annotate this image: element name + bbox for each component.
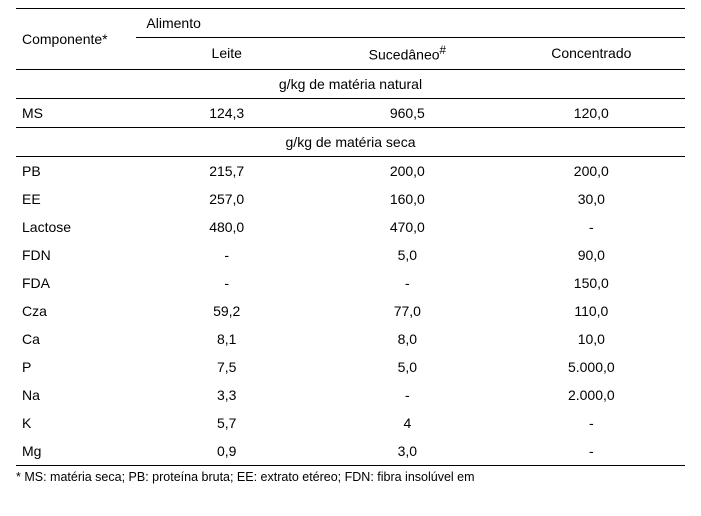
table-row: P7,55,05.000,0 xyxy=(16,353,685,381)
cell-concentrado: 200,0 xyxy=(498,156,685,185)
cell-componente: MS xyxy=(16,98,136,127)
section-natural: g/kg de matéria natural xyxy=(16,69,685,98)
cell-leite: 3,3 xyxy=(136,381,317,409)
table-row: PB215,7200,0200,0 xyxy=(16,156,685,185)
cell-concentrado: 5.000,0 xyxy=(498,353,685,381)
table-row: FDA--150,0 xyxy=(16,269,685,297)
cell-sucedaneo: 5,0 xyxy=(317,241,498,269)
cell-sucedaneo: 960,5 xyxy=(317,98,498,127)
cell-componente: Cza xyxy=(16,297,136,325)
table-row: Mg0,93,0- xyxy=(16,437,685,465)
cell-leite: - xyxy=(136,241,317,269)
header-leite: Leite xyxy=(136,38,317,70)
cell-sucedaneo: 3,0 xyxy=(317,437,498,465)
header-sucedaneo-text: Sucedâneo xyxy=(369,47,440,63)
section-seca-label: g/kg de matéria seca xyxy=(16,127,685,156)
table-row: MS124,3960,5120,0 xyxy=(16,98,685,127)
cell-leite: 59,2 xyxy=(136,297,317,325)
cell-leite: 215,7 xyxy=(136,156,317,185)
cell-concentrado: - xyxy=(498,409,685,437)
cell-componente: FDA xyxy=(16,269,136,297)
cell-componente: Mg xyxy=(16,437,136,465)
cell-leite: 124,3 xyxy=(136,98,317,127)
section-seca: g/kg de matéria seca xyxy=(16,127,685,156)
cell-sucedaneo: - xyxy=(317,269,498,297)
cell-leite: 7,5 xyxy=(136,353,317,381)
cell-concentrado: 30,0 xyxy=(498,185,685,213)
cell-leite: 0,9 xyxy=(136,437,317,465)
cell-sucedaneo: 5,0 xyxy=(317,353,498,381)
table-row: Cza59,277,0110,0 xyxy=(16,297,685,325)
cell-concentrado: 110,0 xyxy=(498,297,685,325)
cell-componente: Ca xyxy=(16,325,136,353)
cell-leite: 257,0 xyxy=(136,185,317,213)
cell-sucedaneo: - xyxy=(317,381,498,409)
cell-leite: 480,0 xyxy=(136,213,317,241)
rows-natural: MS124,3960,5120,0 xyxy=(16,98,685,127)
cell-concentrado: 2.000,0 xyxy=(498,381,685,409)
table-row: FDN-5,090,0 xyxy=(16,241,685,269)
cell-concentrado: - xyxy=(498,213,685,241)
cell-componente: EE xyxy=(16,185,136,213)
table-row: EE257,0160,030,0 xyxy=(16,185,685,213)
cell-concentrado: 150,0 xyxy=(498,269,685,297)
cell-componente: P xyxy=(16,353,136,381)
cell-leite: 5,7 xyxy=(136,409,317,437)
cell-concentrado: 90,0 xyxy=(498,241,685,269)
rows-seca: PB215,7200,0200,0EE257,0160,030,0Lactose… xyxy=(16,156,685,465)
cell-concentrado: - xyxy=(498,437,685,465)
cell-concentrado: 10,0 xyxy=(498,325,685,353)
footnote: * MS: matéria seca; PB: proteína bruta; … xyxy=(16,465,685,484)
table-row: K5,74- xyxy=(16,409,685,437)
cell-componente: Lactose xyxy=(16,213,136,241)
cell-leite: - xyxy=(136,269,317,297)
cell-sucedaneo: 200,0 xyxy=(317,156,498,185)
header-componente: Componente* xyxy=(16,9,136,70)
cell-componente: K xyxy=(16,409,136,437)
table-row: Lactose480,0470,0- xyxy=(16,213,685,241)
section-natural-label: g/kg de matéria natural xyxy=(16,69,685,98)
composition-table: Componente* Alimento Leite Sucedâneo# Co… xyxy=(16,8,685,465)
cell-componente: Na xyxy=(16,381,136,409)
header-alimento: Alimento xyxy=(136,9,685,38)
header-row-1: Componente* Alimento xyxy=(16,9,685,38)
cell-sucedaneo: 77,0 xyxy=(317,297,498,325)
header-sucedaneo: Sucedâneo# xyxy=(317,38,498,70)
header-sucedaneo-sup: # xyxy=(440,44,446,57)
cell-sucedaneo: 4 xyxy=(317,409,498,437)
table-row: Ca8,18,010,0 xyxy=(16,325,685,353)
cell-concentrado: 120,0 xyxy=(498,98,685,127)
cell-sucedaneo: 160,0 xyxy=(317,185,498,213)
cell-sucedaneo: 470,0 xyxy=(317,213,498,241)
cell-sucedaneo: 8,0 xyxy=(317,325,498,353)
cell-componente: PB xyxy=(16,156,136,185)
cell-leite: 8,1 xyxy=(136,325,317,353)
header-concentrado: Concentrado xyxy=(498,38,685,70)
cell-componente: FDN xyxy=(16,241,136,269)
table-row: Na3,3-2.000,0 xyxy=(16,381,685,409)
